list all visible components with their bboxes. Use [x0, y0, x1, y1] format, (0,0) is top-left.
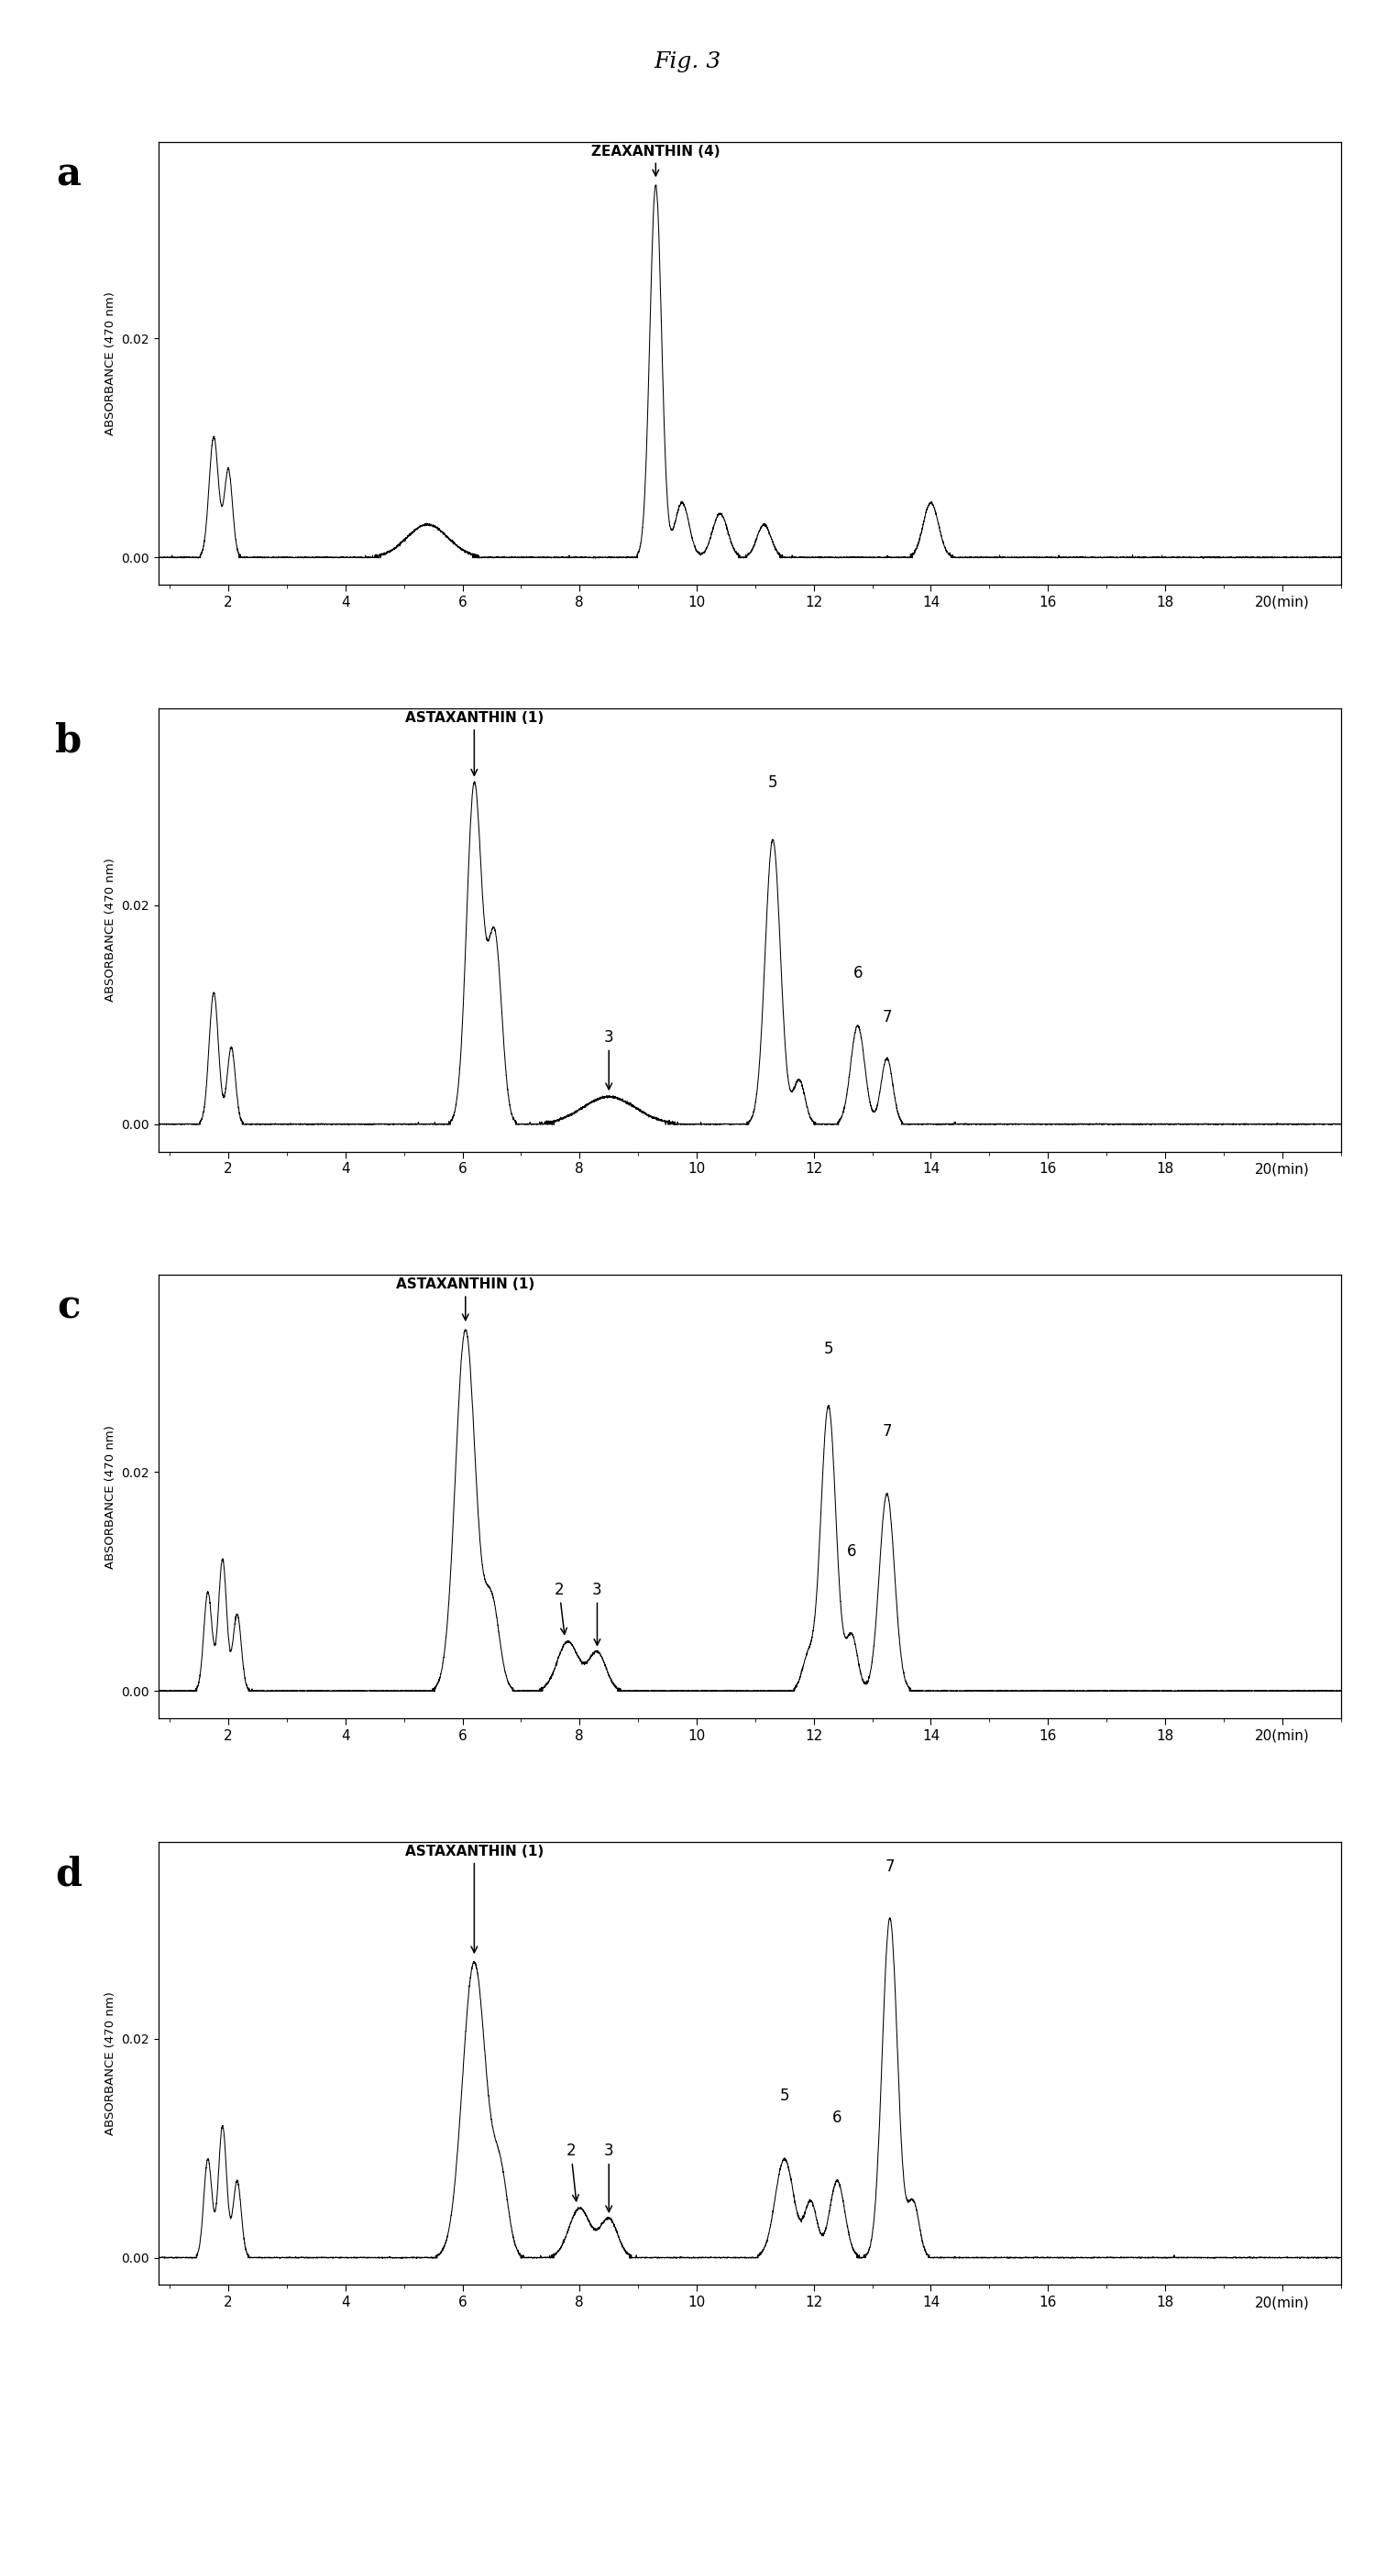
Text: 6: 6 [852, 966, 862, 981]
Text: 6: 6 [832, 2110, 842, 2125]
Y-axis label: ABSORBANCE (470 nm): ABSORBANCE (470 nm) [104, 1991, 116, 2136]
Text: ASTAXANTHIN (1): ASTAXANTHIN (1) [396, 1278, 535, 1321]
Text: 3: 3 [593, 1582, 602, 1646]
Text: ASTAXANTHIN (1): ASTAXANTHIN (1) [404, 711, 543, 775]
Text: 7: 7 [886, 1857, 895, 1875]
Text: Fig. 3: Fig. 3 [654, 52, 720, 72]
Text: ZEAXANTHIN (4): ZEAXANTHIN (4) [591, 144, 720, 175]
Y-axis label: ABSORBANCE (470 nm): ABSORBANCE (470 nm) [104, 291, 116, 435]
Y-axis label: ABSORBANCE (470 nm): ABSORBANCE (470 nm) [104, 1425, 116, 1569]
Y-axis label: ABSORBANCE (470 nm): ABSORBANCE (470 nm) [104, 858, 116, 1002]
Text: c: c [58, 1288, 80, 1327]
Text: 6: 6 [847, 1543, 857, 1558]
Text: 7: 7 [883, 1422, 892, 1440]
Text: d: d [55, 1855, 82, 1893]
Text: 2: 2 [554, 1582, 566, 1633]
Text: 3: 3 [604, 2143, 613, 2213]
Text: 5: 5 [780, 2089, 789, 2105]
Text: 3: 3 [604, 1028, 613, 1090]
Text: 7: 7 [883, 1010, 892, 1025]
Text: ASTAXANTHIN (1): ASTAXANTHIN (1) [404, 1844, 543, 1953]
Text: a: a [56, 155, 81, 193]
Text: 5: 5 [769, 773, 778, 791]
Text: 2: 2 [566, 2143, 579, 2200]
Text: b: b [55, 721, 82, 760]
Text: 5: 5 [824, 1340, 833, 1358]
